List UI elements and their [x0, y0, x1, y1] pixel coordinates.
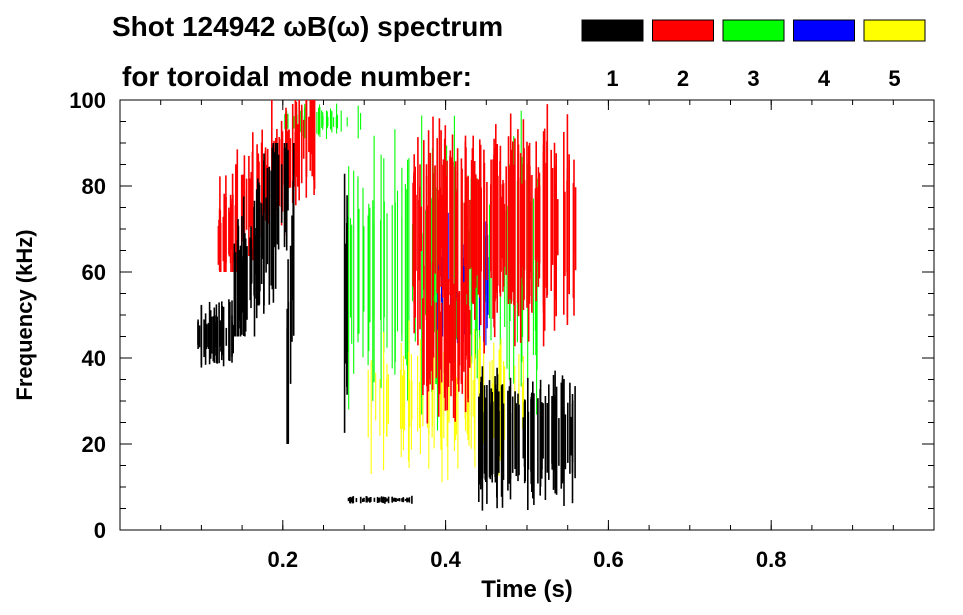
y-tick-label: 100 — [69, 88, 106, 113]
y-tick-label: 40 — [82, 346, 106, 371]
chart-title-line2: for toroidal mode number: — [122, 61, 472, 92]
x-tick-label: 0.4 — [430, 547, 461, 572]
feature-mode-2 — [412, 104, 577, 354]
y-tick-label: 20 — [82, 432, 106, 457]
chart-title-line1: Shot 124942 ωB(ω) spectrum — [112, 11, 503, 42]
mode-number-legend: 1 2 3 4 5 — [581, 19, 926, 91]
legend-label-mode-3: 3 — [747, 66, 759, 91]
feature-mode-1 — [286, 143, 295, 444]
feature-mode-1 — [197, 299, 234, 368]
x-axis-label: Time (s) — [481, 576, 573, 603]
legend-swatch-mode-1 — [581, 19, 644, 42]
x-tick-label: 0.6 — [593, 547, 624, 572]
legend-swatch-mode-5 — [863, 19, 926, 42]
x-tick-label: 0.8 — [756, 547, 787, 572]
legend-label-mode-4: 4 — [818, 66, 831, 91]
feature-mode-1 — [233, 143, 289, 337]
legend-label-mode-1: 1 — [606, 66, 618, 91]
plot-area: 0.2 0.4 0.6 0.8 0 20 40 60 80 100 — [69, 88, 935, 572]
y-tick-label: 0 — [94, 518, 106, 543]
y-tick-label: 80 — [82, 174, 106, 199]
y-tick-label: 60 — [82, 260, 106, 285]
legend-label-mode-2: 2 — [677, 66, 689, 91]
x-axis: 0.2 0.4 0.6 0.8 — [160, 100, 894, 572]
legend-swatch-mode-3 — [722, 19, 785, 42]
feature-mode-1 — [347, 495, 413, 504]
y-axis: 0 20 40 60 80 100 — [69, 88, 934, 543]
spectrum-marks — [197, 100, 577, 511]
y-axis-label: Frequency (kHz) — [12, 229, 37, 400]
legend-swatch-mode-2 — [652, 19, 714, 42]
feature-mode-1 — [343, 173, 348, 433]
legend-label-mode-5: 5 — [888, 66, 900, 91]
x-tick-label: 0.2 — [268, 547, 299, 572]
legend-swatch-mode-4 — [793, 19, 855, 42]
feature-mode-1 — [477, 366, 576, 511]
